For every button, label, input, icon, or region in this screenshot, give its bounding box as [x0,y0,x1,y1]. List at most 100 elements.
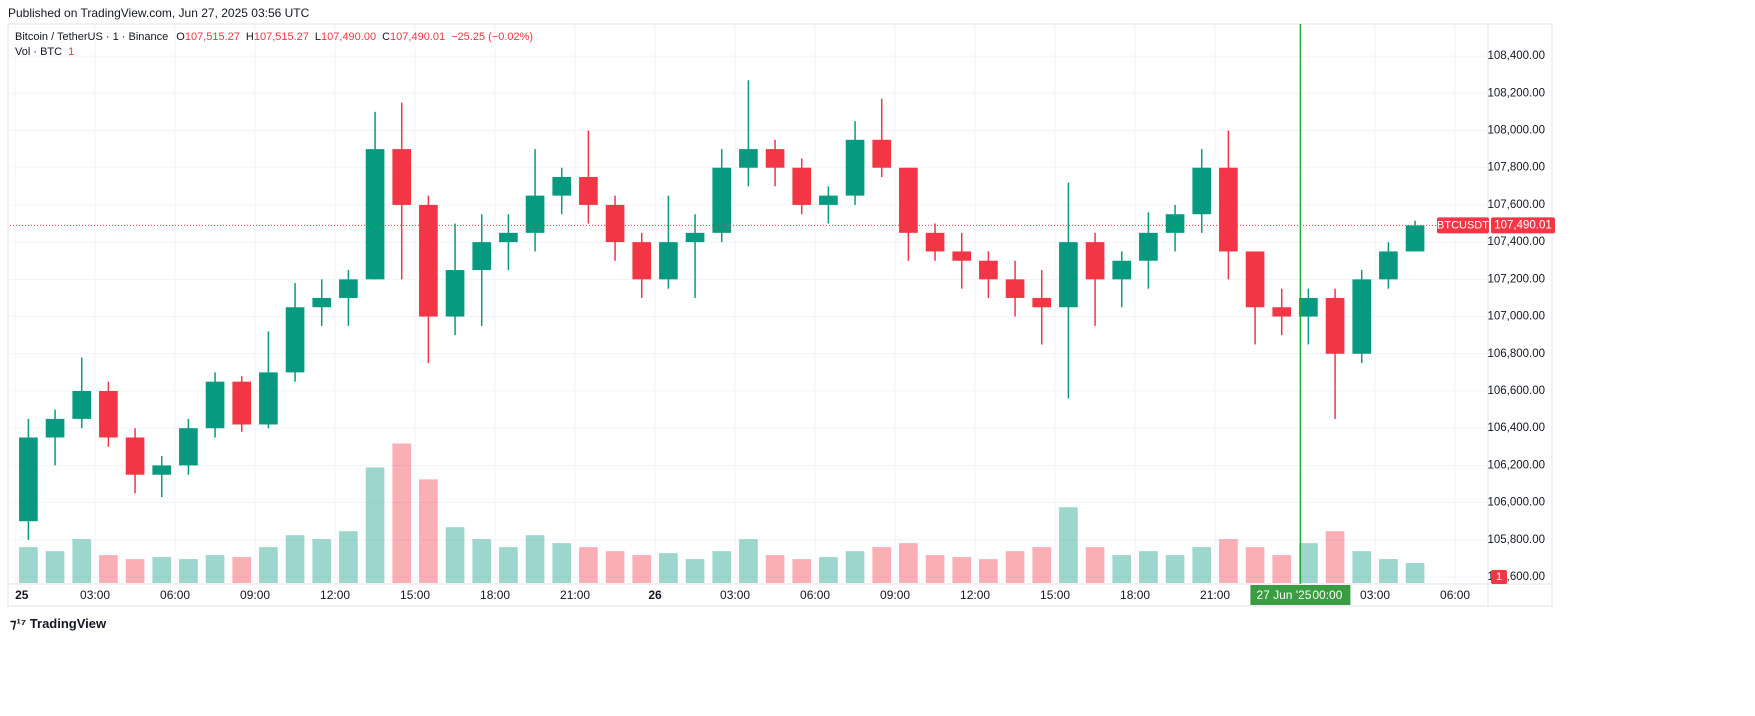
x-tick-label: 03:00 [1360,588,1390,602]
volume-bar [19,547,38,583]
volume-bar [205,555,225,583]
candle-body [952,251,972,261]
volume-bar [179,559,198,583]
candle-body [445,270,465,317]
crosshair-badge [1250,585,1351,605]
x-tick-label: 15:00 [400,588,430,602]
volume-bar [792,559,812,583]
x-tick-label: 06:00 [1440,588,1470,602]
y-tick-label: 106,800.00 [1487,348,1545,360]
volume-bar [1165,555,1185,583]
volume-bar [605,551,625,583]
x-tick-label: 03:00 [720,588,750,602]
candle-body [1059,242,1078,308]
volume-bar [872,547,892,583]
volume-bar [445,527,465,583]
y-tick-label: 106,400.00 [1487,422,1545,434]
volume-bar [1059,507,1078,583]
candle-body [45,418,65,438]
volume-bar [72,539,92,583]
ohlc-value: 107,490.00 [321,31,376,43]
symbol-title: Bitcoin / TetherUS · 1 · Binance [15,31,168,43]
x-tick-label: 03:00 [80,588,110,602]
candle-body [419,204,438,317]
candle-body [179,428,198,466]
candle-body [285,307,305,373]
candle-body [1139,232,1158,261]
candle-body [205,381,225,429]
x-tick-label: 25 [15,588,29,602]
candle-body [1085,242,1105,280]
volume-bar [312,539,332,583]
volume-tag [1491,570,1507,584]
candle-body [1112,260,1132,280]
x-tick-label: 09:00 [880,588,910,602]
candle-body [1405,225,1425,252]
volume-bar [659,553,678,583]
volume-bar [365,467,385,583]
candle-body [605,204,625,243]
candle-body [312,297,332,308]
candle-body [1379,251,1398,280]
change: −25.25 (−0.02%) [451,31,533,43]
candle-body [1352,279,1372,354]
volume-bar [1405,563,1425,583]
price-tag-text: 107,490.01 [1494,219,1552,231]
volume-bar [1112,555,1132,583]
y-tick-label: 108,000.00 [1487,125,1545,137]
volume-bar [979,559,998,583]
volume-value: 1 [68,46,74,58]
candle-body [152,465,172,475]
candle-body [392,149,412,205]
plot-frame [7,23,1553,607]
volume-bar [285,535,305,583]
symbol-tag-text: BTCUSDT [1437,219,1489,231]
volume-bar [1325,531,1345,583]
ohlc-value: 107,515.27 [185,31,240,43]
y-tick-label: 106,000.00 [1487,497,1545,509]
x-tick-label: 18:00 [480,588,510,602]
volume-bar [1032,547,1052,583]
candle-body [685,232,705,243]
candle-body [19,437,38,522]
volume-tag-text: 1 [1496,571,1502,583]
crosshair-date: 27 Jun '25 [1256,588,1311,602]
candle-body [1299,297,1318,317]
candle-body [659,242,678,280]
volume-bar [552,543,572,583]
volume-bar [1245,547,1265,583]
volume-bar [899,543,918,583]
volume-bar [472,539,492,583]
x-tick-label: 06:00 [800,588,830,602]
volume-bar [125,559,145,583]
x-tick-label: 06:00 [160,588,190,602]
x-tick-label: 26 [648,588,662,602]
y-tick-label: 108,400.00 [1487,50,1545,62]
candle-body [552,177,572,196]
x-tick-label: 09:00 [240,588,270,602]
volume-bar [1192,547,1212,583]
ohlc-key: L [315,31,321,43]
volume-bar [419,479,438,583]
volume-bar [632,555,652,583]
volume-title: Vol · BTC [15,46,62,58]
candle-body [1192,167,1212,215]
volume-bar [259,547,278,583]
volume-bar [499,547,518,583]
x-tick-label: 12:00 [320,588,350,602]
volume-bar [232,557,252,583]
volume-bar [579,547,598,583]
candle-body [365,149,385,280]
volume-bar [845,551,865,583]
volume-bar [1299,543,1318,583]
ohlc-value: 107,515.27 [254,31,309,43]
candle-body [1325,297,1345,354]
x-tick-label: 21:00 [1200,588,1230,602]
candle-body [792,167,812,205]
y-tick-label: 107,200.00 [1487,273,1545,285]
volume-bar [1219,539,1238,583]
published-note: Published on TradingView.com, Jun 27, 20… [8,6,310,20]
candle-body [499,232,518,243]
volume-bar [765,555,785,583]
